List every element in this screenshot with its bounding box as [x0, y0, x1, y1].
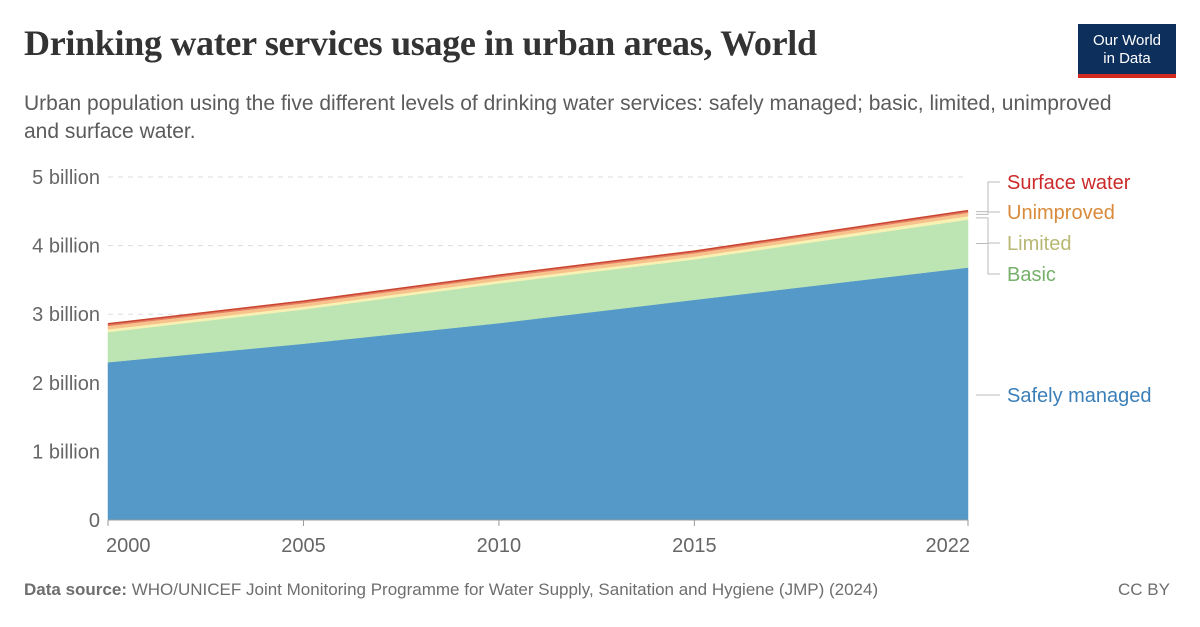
license-link[interactable]: CC BY	[1118, 580, 1170, 599]
legend-item-basic[interactable]: Basic	[976, 243, 1056, 286]
y-tick-label: 5 billion	[32, 167, 100, 189]
legend-label: Surface water	[1007, 172, 1131, 194]
x-tick-label: 2015	[672, 535, 717, 557]
legend-connector	[976, 217, 1000, 244]
legend-item-surface-water[interactable]: Surface water	[976, 172, 1131, 213]
chart-title: Drinking water services usage in urban a…	[24, 23, 817, 63]
axes: 0 1 billion 2 billion 3 billion 4 billion 5 b…	[32, 167, 970, 557]
x-tick-label: 2000	[106, 535, 151, 557]
source-text: WHO/UNICEF Joint Monitoring Programme fo…	[131, 580, 879, 599]
y-tick-label: 0	[89, 510, 100, 532]
stacked-areas	[107, 209, 969, 521]
legend-label: Limited	[1007, 233, 1071, 255]
chart-subtitle: Urban population using the five differen…	[24, 92, 1112, 143]
owid-logo[interactable]: Our World in Data	[1078, 24, 1176, 78]
legend-item-safely-managed[interactable]: Safely managed	[976, 385, 1152, 407]
legend-connector	[976, 243, 1000, 275]
x-tick-label: 2022	[926, 535, 971, 557]
y-tick-label: 4 billion	[32, 236, 100, 258]
legend-item-unimproved[interactable]: Unimproved	[976, 202, 1115, 224]
footer-source: Data source: WHO/UNICEF Joint Monitoring…	[24, 580, 1174, 600]
legend-connector	[976, 211, 1000, 215]
y-tick-label: 2 billion	[32, 373, 100, 395]
legend-label: Safely managed	[1007, 385, 1152, 407]
logo-line-1: Our World	[1092, 32, 1162, 49]
source-label: Data source:	[24, 580, 127, 599]
x-tick-label: 2005	[281, 535, 326, 557]
legend-connector	[976, 181, 1000, 213]
legend-item-limited[interactable]: Limited	[976, 217, 1071, 255]
legend-label: Unimproved	[1007, 202, 1115, 224]
series-labels: Surface water Unimproved Limited Basic Safel…	[976, 172, 1152, 407]
logo-line-2: in Data	[1103, 50, 1151, 67]
y-tick-label: 1 billion	[32, 441, 100, 463]
x-tick-label: 2010	[477, 535, 522, 557]
top-edge-line	[107, 209, 969, 325]
y-tick-label: 3 billion	[32, 304, 100, 326]
legend-label: Basic	[1007, 264, 1056, 286]
